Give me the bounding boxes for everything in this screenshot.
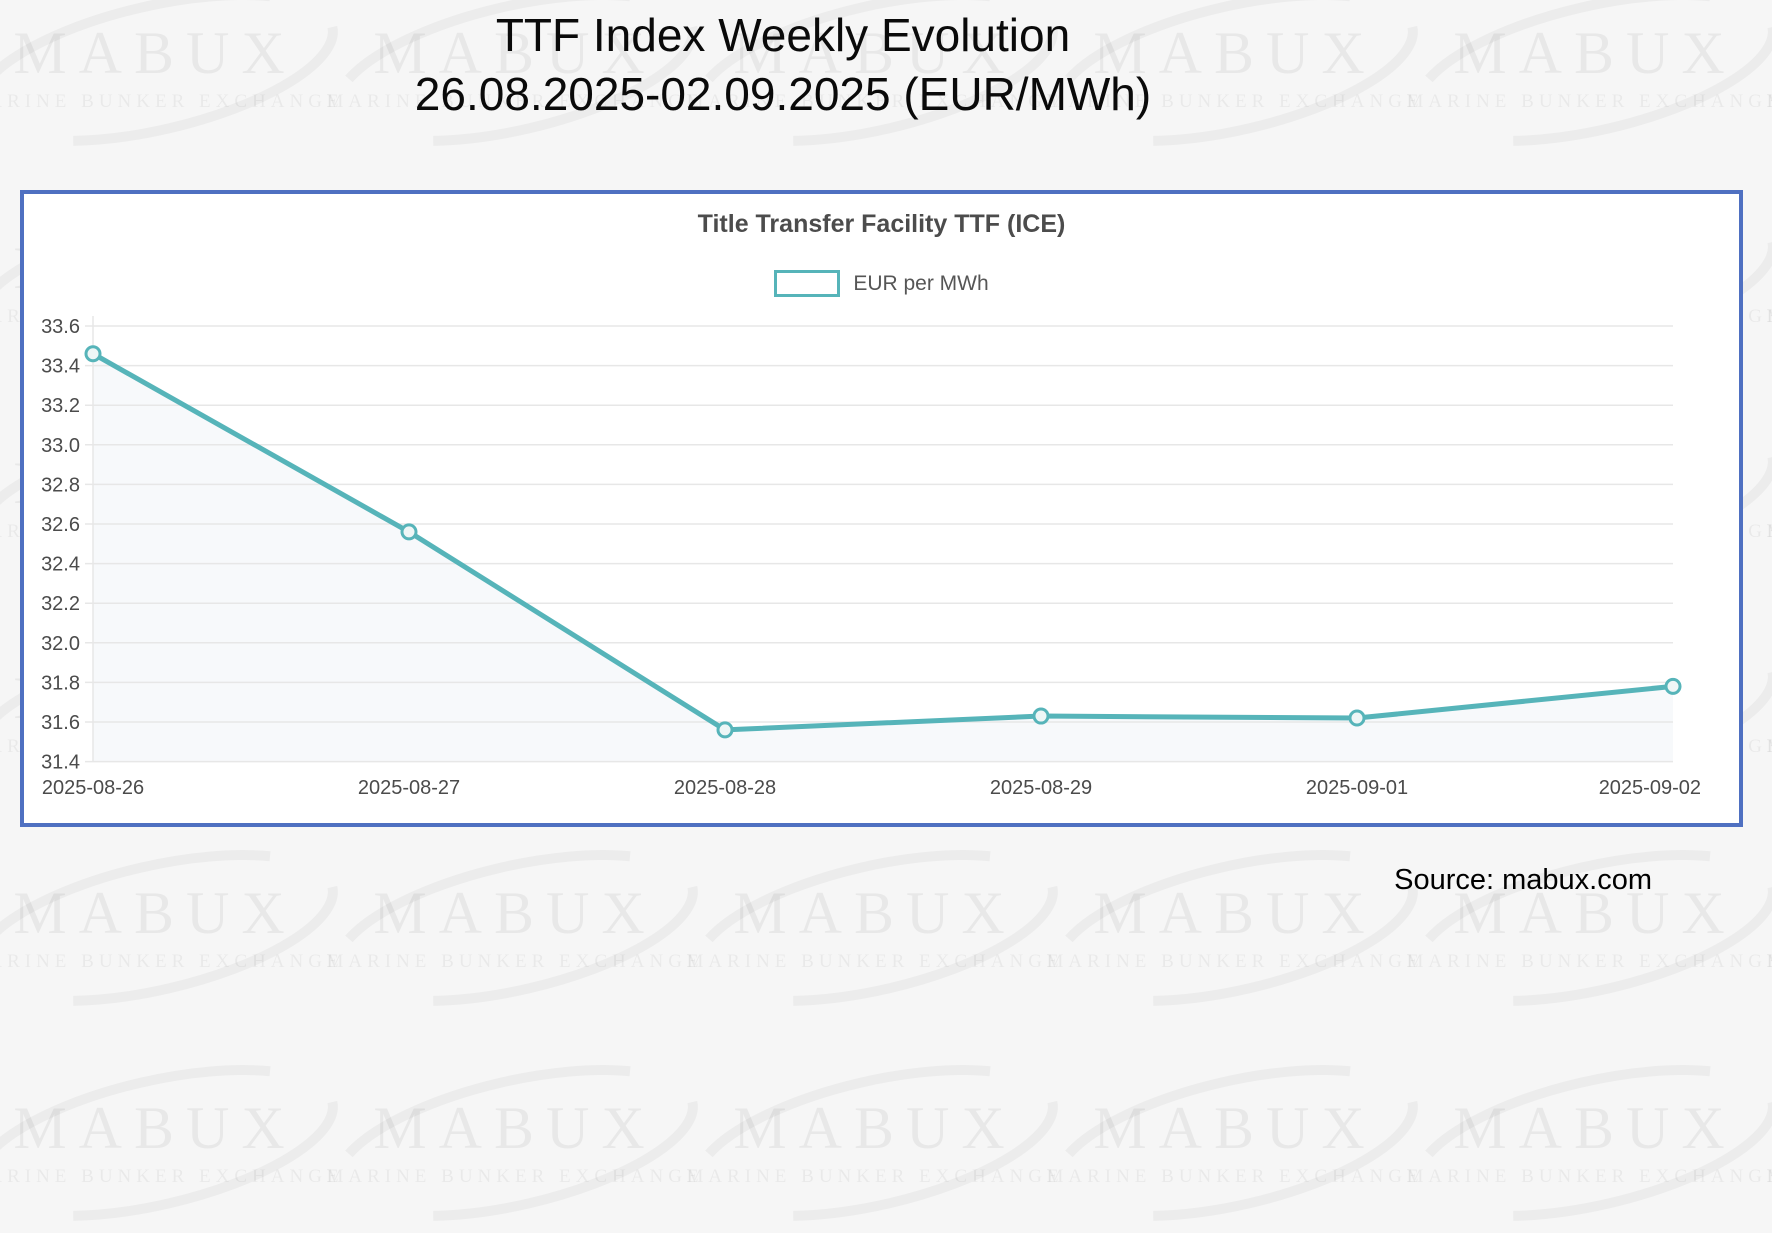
watermark-tagline: MARINE BUNKER EXCHANGE (1766, 951, 1772, 973)
watermark-logo: MABUX MARINE BUNKER EXCHANGE (685, 1053, 1065, 1233)
watermark-tagline: MARINE BUNKER EXCHANGE (1766, 736, 1772, 758)
y-tick-label: 33.6 (41, 316, 80, 338)
watermark-swoosh-icon (0, 850, 338, 1006)
watermark-logo: MABUX MARINE BUNKER EXCHANGE (1045, 838, 1425, 1018)
watermark-swoosh-icon (332, 850, 698, 1006)
watermark-logo: MABUX MARINE BUNKER EXCHANGE (1045, 1053, 1425, 1233)
watermark-swoosh-icon (1052, 1065, 1418, 1221)
chart-legend: EUR per MWh (24, 270, 1739, 297)
legend-swatch-icon (774, 270, 841, 297)
watermark-brand: MABUX (13, 1095, 297, 1161)
watermark-brand: MABUX (733, 880, 1017, 946)
watermark-tagline: MARINE BUNKER EXCHANGE (0, 1166, 344, 1187)
chart-panel: Title Transfer Facility TTF (ICE) EUR pe… (20, 190, 1743, 827)
page-title-line1: TTF Index Weekly Evolution (495, 9, 1071, 61)
chart-title: Title Transfer Facility TTF (ICE) (697, 210, 1066, 238)
watermark-logo: MABUX MARINE BUNKER EXCHANGE (0, 838, 345, 1018)
watermark-brand: MABUX (733, 1095, 1017, 1161)
page-title-line2: 26.08.2025-02.09.2025 (EUR/MWh) (414, 68, 1152, 120)
y-tick-label: 31.6 (41, 712, 80, 734)
x-tick-label: 2025-08-26 (42, 777, 144, 799)
watermark-swoosh-icon (1765, 838, 1772, 1018)
line-chart-plot: 33.6 33.4 33.2 33.0 32.8 32.6 32.4 32.2 32.0 31.8… (41, 316, 1701, 799)
y-tick-label: 32.0 (41, 633, 80, 655)
watermark-swoosh-icon (332, 1065, 698, 1221)
source-attribution: Source: mabux.com (1394, 864, 1652, 896)
watermark-swoosh-icon (1052, 850, 1418, 1006)
watermark-brand: MABUX (1453, 1095, 1737, 1161)
x-tick-label: 2025-09-01 (1306, 777, 1408, 799)
y-tick-label: 33.0 (41, 435, 80, 457)
y-tick-label: 33.2 (41, 395, 80, 417)
watermark-swoosh-icon (692, 850, 1058, 1006)
watermark-tagline: MARINE BUNKER EXCHANGE (1046, 951, 1424, 972)
watermark-tagline: MARINE BUNKER EXCHANGE (1766, 91, 1772, 113)
watermark-tagline: MARINE BUNKER EXCHANGE (0, 951, 344, 972)
watermark-tagline: MARINE BUNKER EXCHANGE (1406, 1166, 1772, 1187)
watermark-logo: MABUX MARINE BUNKER EXCHANGE (1405, 1053, 1772, 1233)
x-tick-label: 2025-08-28 (674, 777, 776, 799)
y-tick-label: 33.4 (41, 356, 80, 378)
x-tick-label: 2025-08-27 (358, 777, 460, 799)
watermark-tagline: MARINE BUNKER EXCHANGE (326, 951, 704, 972)
watermark-logo: MABUX MARINE BUNKER EXCHANGE (685, 838, 1065, 1018)
page-title: TTF Index Weekly Evolution 26.08.2025-02… (0, 6, 1566, 124)
watermark-swoosh-icon (692, 1065, 1058, 1221)
legend-label: EUR per MWh (853, 271, 989, 295)
data-point-marker (1348, 709, 1366, 727)
watermark-brand: MABUX (373, 880, 657, 946)
watermark-logo: MABUX MARINE BUNKER EXCHANGE (325, 1053, 705, 1233)
data-point-marker (400, 523, 418, 541)
watermark-tagline: MARINE BUNKER EXCHANGE (1046, 1166, 1424, 1187)
watermark-swoosh-icon (1412, 1065, 1772, 1221)
watermark-logo: MABUX MARINE BUNKER EXCHANGE (0, 1053, 345, 1233)
y-tick-label: 32.6 (41, 514, 80, 536)
watermark-swoosh-icon (1765, 193, 1772, 373)
y-tick-label: 32.8 (41, 474, 80, 496)
watermark-brand: MABUX (1093, 1095, 1377, 1161)
watermark-brand: MABUX (1093, 880, 1377, 946)
watermark-tagline: MARINE BUNKER EXCHANGE (1406, 951, 1772, 972)
data-point-marker (1032, 707, 1050, 725)
data-point-marker (84, 345, 102, 363)
watermark-tagline: MARINE BUNKER EXCHANGE (686, 951, 1064, 972)
x-tick-label: 2025-08-29 (990, 777, 1092, 799)
series-area (93, 353, 1673, 762)
y-tick-label: 31.4 (41, 752, 80, 774)
watermark-tagline: MARINE BUNKER EXCHANGE (1766, 521, 1772, 543)
watermark-tagline: MARINE BUNKER EXCHANGE (1766, 306, 1772, 328)
watermark-tagline: MARINE BUNKER EXCHANGE (686, 1166, 1064, 1187)
watermark-logo: MABUX MARINE BUNKER EXCHANGE (325, 838, 705, 1018)
watermark-swoosh-icon (1765, 408, 1772, 588)
watermark-brand: MABUX (373, 1095, 657, 1161)
series-line (90, 351, 1676, 733)
y-tick-label: 32.4 (41, 554, 80, 576)
y-tick-label: 32.2 (41, 593, 80, 615)
data-point-marker (716, 721, 734, 739)
watermark-tagline: MARINE BUNKER EXCHANGE (1766, 1166, 1772, 1188)
data-point-marker (1664, 677, 1682, 695)
watermark-swoosh-icon (1765, 0, 1772, 158)
watermark-swoosh-icon (1765, 1053, 1772, 1233)
x-tick-label: 2025-09-02 (1599, 777, 1701, 799)
watermark-tagline: MARINE BUNKER EXCHANGE (326, 1166, 704, 1187)
watermark-brand: MABUX (13, 880, 297, 946)
y-tick-label: 31.8 (41, 672, 80, 694)
watermark-swoosh-icon (0, 1065, 338, 1221)
watermark-swoosh-icon (1765, 623, 1772, 803)
